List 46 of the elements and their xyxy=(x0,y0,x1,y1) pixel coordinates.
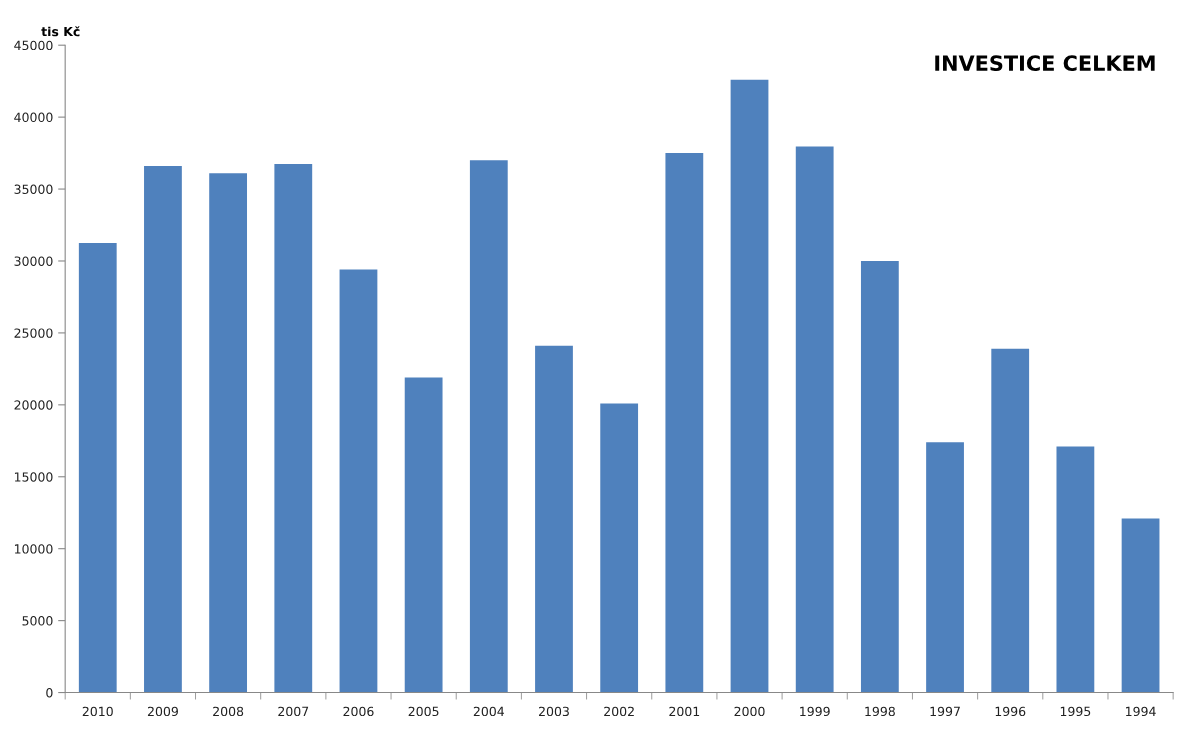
x-tick-label: 1995 xyxy=(1060,706,1091,717)
y-tick-label: 5000 xyxy=(22,616,53,626)
x-tick-label: 1994 xyxy=(1126,706,1156,717)
x-tick-label: 1999 xyxy=(800,706,830,717)
bar xyxy=(274,163,313,693)
y-tick-label: 25000 xyxy=(14,328,53,338)
bar xyxy=(535,345,573,693)
y-tick-label: 35000 xyxy=(14,184,53,194)
x-tick-label: 2010 xyxy=(82,706,113,717)
bar xyxy=(730,79,769,693)
x-tick-label: 2009 xyxy=(147,706,178,717)
x-tick-label: 1997 xyxy=(930,706,960,717)
x-tick-label: 2005 xyxy=(408,706,439,717)
x-tick-label: 2006 xyxy=(343,706,374,717)
bar xyxy=(404,377,443,693)
chart-title: INVESTICE CELKEM xyxy=(935,55,1155,72)
bar xyxy=(144,166,182,693)
bar xyxy=(1121,518,1160,693)
bar xyxy=(860,260,899,693)
y-axis-title: tis Kč xyxy=(41,26,80,37)
x-tick-label: 2002 xyxy=(604,706,634,717)
x-tick-label: 2004 xyxy=(473,706,505,717)
x-tick-label: 2003 xyxy=(539,706,569,717)
x-tick-label: 1998 xyxy=(865,706,895,717)
y-tick-label: 20000 xyxy=(14,400,53,410)
bar xyxy=(339,269,378,693)
x-tick-label: 2008 xyxy=(213,706,244,717)
bar xyxy=(600,403,639,693)
x-tick-label: 2007 xyxy=(278,706,309,717)
bar xyxy=(78,243,117,693)
y-tick-label: 40000 xyxy=(14,112,53,123)
y-tick-label: 15000 xyxy=(14,472,53,482)
x-tick-label: 2001 xyxy=(669,706,700,717)
bar xyxy=(991,348,1030,693)
bar xyxy=(209,173,248,693)
y-tick-label: 30000 xyxy=(14,256,53,266)
bar xyxy=(795,146,834,693)
y-tick-label: 45000 xyxy=(14,40,53,51)
bar xyxy=(926,442,964,693)
y-tick-label: 10000 xyxy=(14,544,53,554)
bar xyxy=(469,160,508,693)
x-tick-label: 1996 xyxy=(995,706,1026,717)
bar xyxy=(665,153,704,693)
y-tick-label: 0 xyxy=(46,688,53,698)
bar xyxy=(1056,446,1095,693)
x-tick-label: 2000 xyxy=(734,706,765,717)
